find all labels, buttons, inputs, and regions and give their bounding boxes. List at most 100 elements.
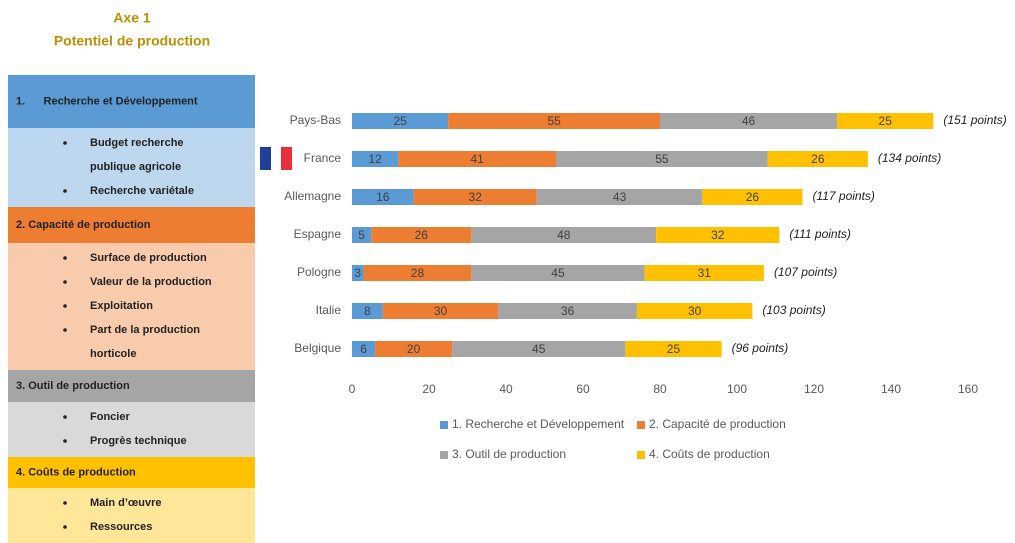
data-label: 45 — [532, 342, 546, 356]
bar-segment — [352, 113, 449, 129]
x-tick-label: 100 — [727, 382, 747, 396]
category-label: Pays-Bas — [290, 113, 341, 127]
data-label: 20 — [407, 342, 421, 356]
x-tick-label: 60 — [576, 382, 590, 396]
total-annotation: (134 points) — [878, 151, 941, 165]
legend-swatch — [637, 421, 645, 429]
bar-segment — [413, 189, 537, 205]
legend-label: 1. Recherche et Développement — [452, 417, 625, 431]
data-label: 46 — [742, 114, 756, 128]
data-label: 32 — [469, 190, 483, 204]
section-item: Surface de production — [90, 252, 207, 264]
section-item: Valeur de la production — [90, 276, 212, 288]
section-title: 4. Coûts de production — [16, 466, 136, 478]
data-label: 8 — [364, 304, 371, 318]
x-tick-label: 120 — [804, 382, 824, 396]
bar-segment — [556, 151, 768, 167]
data-label: 3 — [354, 266, 361, 280]
data-label: 55 — [655, 152, 669, 166]
data-label: 31 — [698, 266, 712, 280]
category-label: Espagne — [294, 227, 342, 241]
total-annotation: (96 points) — [732, 341, 789, 355]
section-item: Ressources — [90, 521, 152, 533]
data-label: 25 — [393, 114, 407, 128]
legend-label: 4. Coûts de production — [649, 447, 770, 461]
bar-segment — [498, 303, 637, 319]
bullet — [63, 525, 67, 529]
x-tick-label: 160 — [958, 382, 978, 396]
bar-segment — [352, 227, 372, 243]
data-label: 43 — [613, 190, 627, 204]
category-label: Italie — [316, 303, 342, 317]
total-annotation: (151 points) — [943, 113, 1006, 127]
legend-label: 3. Outil de production — [452, 447, 566, 461]
france-flag — [260, 147, 292, 170]
section-item: Foncier — [90, 411, 130, 423]
data-label: 30 — [434, 304, 448, 318]
bullet — [63, 415, 67, 419]
bar-segment — [363, 265, 472, 281]
bar-segment — [352, 341, 376, 357]
x-tick-label: 0 — [349, 382, 356, 396]
data-label: 16 — [376, 190, 390, 204]
section-title: 1. Recherche et Développement — [16, 95, 198, 107]
data-label: 30 — [688, 304, 702, 318]
section-header — [8, 457, 255, 488]
page-title: Axe 1 — [113, 10, 151, 26]
section-item: Budget recherche — [90, 137, 184, 149]
bar-segment — [636, 303, 753, 319]
bullet — [63, 141, 67, 145]
section-item: Part de la production — [90, 324, 200, 336]
section-header — [8, 75, 255, 128]
bar-segment — [382, 303, 499, 319]
section-item: Recherche variétale — [90, 185, 194, 197]
legend-swatch — [440, 421, 448, 429]
bar-segment — [448, 113, 660, 129]
bullet — [63, 328, 67, 332]
bullet — [63, 280, 67, 284]
bar-segment — [644, 265, 764, 281]
data-label: 6 — [360, 342, 367, 356]
section-header — [8, 370, 255, 402]
bar-segment — [702, 189, 803, 205]
section-body — [8, 402, 255, 457]
bar-segment — [375, 341, 453, 357]
x-tick-label: 40 — [499, 382, 513, 396]
section-item: Main d’œuvre — [90, 497, 162, 509]
data-label: 25 — [667, 342, 681, 356]
section-body — [8, 243, 255, 370]
bar-segment — [767, 151, 868, 167]
section-body — [8, 128, 255, 207]
legend-swatch — [440, 451, 448, 459]
bullet — [63, 256, 67, 260]
data-label: 45 — [551, 266, 565, 280]
data-label: 26 — [746, 190, 760, 204]
section-item: Exploitation — [90, 300, 153, 312]
section-item: horticole — [90, 348, 136, 360]
legend-label: 2. Capacité de production — [649, 417, 786, 431]
total-annotation: (111 points) — [789, 227, 851, 241]
section-title: 2. Capacité de production — [16, 219, 151, 231]
data-label: 26 — [415, 228, 429, 242]
bar-segment — [536, 189, 703, 205]
x-tick-label: 140 — [881, 382, 901, 396]
category-label: France — [304, 151, 342, 165]
x-tick-label: 20 — [422, 382, 436, 396]
bar-segment — [352, 189, 414, 205]
data-label: 41 — [470, 152, 484, 166]
category-label: Pologne — [297, 265, 341, 279]
page-subtitle: Potentiel de production — [54, 33, 210, 49]
bar-segment — [371, 227, 472, 243]
bar-segment — [471, 227, 657, 243]
bar-segment — [656, 227, 780, 243]
data-label: 25 — [879, 114, 893, 128]
data-label: 26 — [811, 152, 825, 166]
bar-segment — [352, 303, 383, 319]
section-body — [8, 488, 255, 543]
data-label: 48 — [557, 228, 571, 242]
legend-swatch — [637, 451, 645, 459]
bar-segment — [352, 265, 364, 281]
total-annotation: (103 points) — [762, 303, 825, 317]
data-label: 55 — [547, 114, 561, 128]
